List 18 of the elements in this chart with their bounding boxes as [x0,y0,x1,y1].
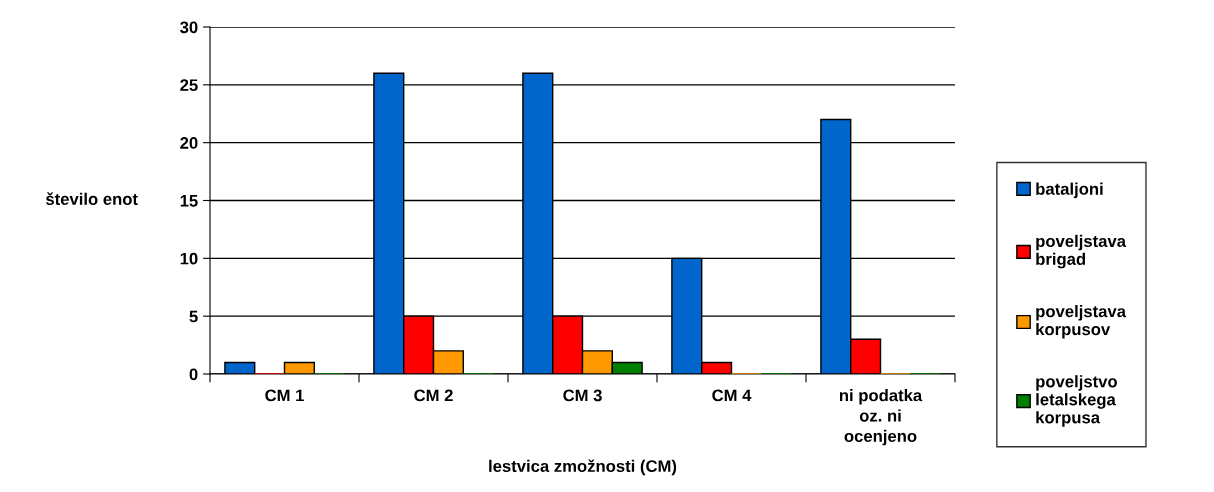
y-tick-label: 0 [189,368,198,381]
x-axis-title: lestvica zmožnosti (CM) [489,459,677,476]
y-tick-label: 10 [180,252,198,265]
x-tick-label: ni podatka oz. ni ocenjeno [839,389,923,446]
x-tick-label: CM 2 [414,389,453,402]
y-tick-label: 25 [180,79,198,92]
y-tick-label: 5 [189,310,198,323]
y-tick-label: 15 [180,195,198,207]
legend-label: poveljstava brigad [1036,234,1127,269]
y-tick-label: 20 [180,137,198,149]
y-tick-label: 30 [180,21,198,34]
x-tick-label: CM 4 [712,389,752,402]
legend-label: poveljstava korpusov [1036,305,1127,339]
y-axis-title: število enot [45,192,138,205]
x-tick-label: CM 1 [265,389,304,402]
x-tick-label: CM 3 [563,389,602,402]
legend-label: poveljstvo letalskega korpusa [1036,375,1117,427]
legend-label: bataljoni [1036,182,1103,199]
